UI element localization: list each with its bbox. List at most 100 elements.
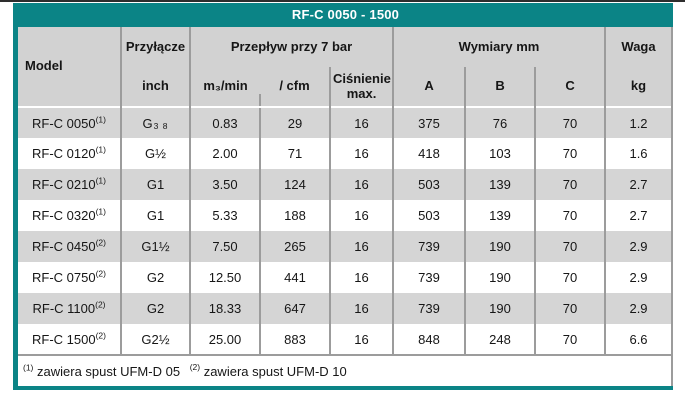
cell-dim-a: 418 bbox=[392, 138, 466, 169]
footnote-row: (1) zawiera spust UFM-D 05 (2) zawiera s… bbox=[18, 354, 672, 386]
model-name: RF-C 0050 bbox=[32, 115, 96, 131]
cell-connection: G½ bbox=[120, 138, 190, 169]
footnote-text-2: zawiera spust UFM-D 10 bbox=[203, 363, 347, 379]
cell-dim-b: 190 bbox=[464, 262, 536, 293]
cell-model: RF-C 0750(2) bbox=[18, 262, 121, 293]
cell-flow-cfm: 647 bbox=[259, 293, 330, 324]
model-name: RF-C 0320 bbox=[32, 208, 96, 223]
spec-table: Model Przyłącze Przepływ przy 7 bar Wymi… bbox=[18, 27, 672, 386]
table-title-bar: RF-C 0050 - 1500 bbox=[18, 3, 673, 27]
model-name: RF-C 0450 bbox=[32, 239, 96, 254]
cell-pressure-max: 16 bbox=[328, 324, 394, 355]
col-header-dimensions-group: Wymiary mm bbox=[392, 27, 606, 67]
table-footer: (1) zawiera spust UFM-D 05 (2) zawiera s… bbox=[18, 354, 672, 386]
col-header-inch: inch bbox=[120, 67, 190, 107]
cell-dim-a: 739 bbox=[392, 293, 466, 324]
table-body: RF-C 0050(1) G3 8 0.83 29 16 375 76 70 1.2 RF-C 0… bbox=[18, 106, 672, 355]
cell-flow-m3min: 0.83 bbox=[189, 106, 260, 138]
cell-pressure-max: 16 bbox=[328, 106, 394, 138]
cell-flow-m3min: 18.33 bbox=[189, 293, 260, 324]
col-header-weight-group: Waga bbox=[604, 27, 672, 67]
cell-weight: 2.7 bbox=[604, 200, 672, 231]
cell-model: RF-C 1100(2) bbox=[18, 293, 121, 324]
cell-dim-a: 503 bbox=[392, 200, 466, 231]
model-footnote-marker: (1) bbox=[95, 206, 106, 217]
table-row: RF-C 0120(1) G½ 2.00 71 16 418 103 70 1.6 bbox=[18, 138, 672, 169]
cell-dim-c: 70 bbox=[534, 231, 606, 262]
cell-flow-cfm: 29 bbox=[259, 106, 330, 138]
cell-dim-b: 248 bbox=[464, 324, 536, 355]
model-footnote-marker: (1) bbox=[95, 144, 106, 155]
model-name: RF-C 0750 bbox=[32, 270, 96, 285]
cell-connection: G2 bbox=[120, 293, 190, 324]
cell-weight: 2.9 bbox=[604, 231, 672, 262]
cell-connection: G1 bbox=[120, 169, 190, 200]
cell-pressure-max: 16 bbox=[328, 231, 394, 262]
cell-dim-b: 190 bbox=[464, 293, 536, 324]
footnotes: (1) zawiera spust UFM-D 05 (2) zawiera s… bbox=[18, 354, 672, 386]
cell-flow-m3min: 2.00 bbox=[189, 138, 260, 169]
cell-dim-b: 190 bbox=[464, 231, 536, 262]
model-name: RF-C 1100 bbox=[32, 301, 96, 316]
cell-model: RF-C 0450(2) bbox=[18, 231, 121, 262]
table-row: RF-C 0750(2) G2 12.50 441 16 739 190 70 2.9 bbox=[18, 262, 672, 293]
model-footnote-marker: (2) bbox=[95, 268, 106, 279]
cell-flow-m3min: 5.33 bbox=[189, 200, 260, 231]
footnote-marker-1: (1) bbox=[23, 362, 34, 373]
cell-dim-b: 139 bbox=[464, 169, 536, 200]
model-name: RF-C 1500 bbox=[32, 331, 96, 347]
col-header-flow-group: Przepływ przy 7 bar bbox=[188, 27, 394, 67]
cell-dim-c: 70 bbox=[534, 169, 606, 200]
col-header-m3min: m₃/min bbox=[189, 67, 260, 107]
footnote-text-1: zawiera spust UFM-D 05 bbox=[37, 363, 181, 379]
cell-dim-c: 70 bbox=[534, 106, 606, 138]
cell-flow-m3min: 12.50 bbox=[189, 262, 260, 293]
model-name: RF-C 0210 bbox=[32, 177, 96, 192]
model-footnote-marker: (1) bbox=[95, 175, 106, 186]
col-header-dim-a: A bbox=[392, 67, 466, 107]
model-name: RF-C 0120 bbox=[32, 146, 96, 161]
cell-dim-a: 375 bbox=[392, 106, 466, 138]
cell-weight: 2.9 bbox=[604, 262, 672, 293]
col-header-connection-group: Przyłącze bbox=[120, 27, 190, 67]
cell-flow-m3min: 25.00 bbox=[189, 324, 260, 355]
col-header-dim-c: C bbox=[534, 67, 606, 107]
table-row: RF-C 0210(1) G1 3.50 124 16 503 139 70 2.7 bbox=[18, 169, 672, 200]
cell-dim-b: 76 bbox=[464, 106, 536, 138]
cell-flow-cfm: 71 bbox=[259, 138, 330, 169]
cell-dim-b: 139 bbox=[464, 200, 536, 231]
connection-fraction: 3 8 bbox=[153, 120, 169, 131]
table-row: RF-C 1100(2) G2 18.33 647 16 739 190 70 2.9 bbox=[18, 293, 672, 324]
cell-pressure-max: 16 bbox=[328, 293, 394, 324]
cell-pressure-max: 16 bbox=[328, 138, 394, 169]
top-divider-line bbox=[0, 0, 685, 2]
cell-flow-cfm: 441 bbox=[259, 262, 330, 293]
cell-flow-cfm: 188 bbox=[259, 200, 330, 231]
cell-dim-b: 103 bbox=[464, 138, 536, 169]
cell-model: RF-C 0050(1) bbox=[18, 106, 121, 138]
table-row: RF-C 0050(1) G3 8 0.83 29 16 375 76 70 1.2 bbox=[18, 106, 672, 138]
cell-dim-a: 503 bbox=[392, 169, 466, 200]
cell-dim-a: 739 bbox=[392, 262, 466, 293]
cell-pressure-max: 16 bbox=[328, 262, 394, 293]
cell-flow-cfm: 883 bbox=[259, 324, 330, 355]
col-header-cfm: / cfm bbox=[259, 67, 330, 107]
cell-pressure-max: 16 bbox=[328, 200, 394, 231]
spec-table-container: RF-C 0050 - 1500 Model Przyłącze Przepły… bbox=[13, 3, 673, 390]
cell-dim-c: 70 bbox=[534, 138, 606, 169]
model-footnote-marker: (2) bbox=[95, 237, 106, 248]
table-row: RF-C 0450(2) G1½ 7.50 265 16 739 190 70 2.9 bbox=[18, 231, 672, 262]
cell-connection: G1½ bbox=[120, 231, 190, 262]
model-footnote-marker: (1) bbox=[95, 114, 106, 125]
cell-dim-c: 70 bbox=[534, 324, 606, 355]
cell-weight: 1.6 bbox=[604, 138, 672, 169]
table-row: RF-C 1500(2) G2½ 25.00 883 16 848 248 70 6.6 bbox=[18, 324, 672, 355]
cell-model: RF-C 0320(1) bbox=[18, 200, 121, 231]
cell-weight: 2.7 bbox=[604, 169, 672, 200]
cell-flow-m3min: 3.50 bbox=[189, 169, 260, 200]
cell-weight: 1.2 bbox=[604, 106, 672, 138]
cell-dim-c: 70 bbox=[534, 293, 606, 324]
cell-connection: G1 bbox=[120, 200, 190, 231]
cell-connection: G2½ bbox=[120, 324, 190, 355]
cell-model: RF-C 0120(1) bbox=[18, 138, 121, 169]
